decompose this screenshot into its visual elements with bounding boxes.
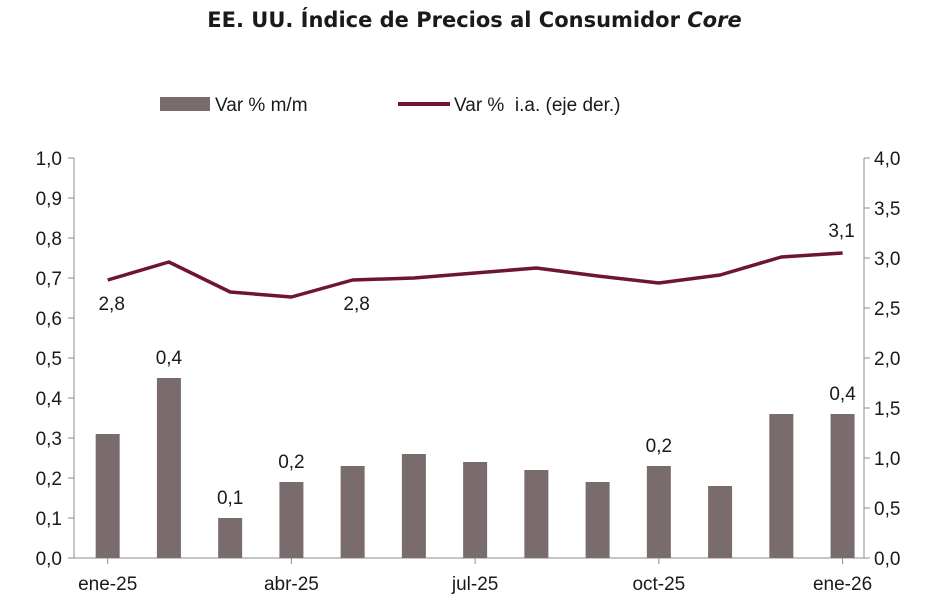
chart-title: EE. UU. Índice de Precios al Consumidor …	[0, 8, 949, 32]
x-tick-label: jul-25	[451, 574, 498, 595]
y-right-tick-label: 3,0	[874, 249, 900, 270]
y-left-tick-label: 0,1	[36, 509, 62, 530]
y-right-tick-label: 1,5	[874, 399, 900, 420]
y-right-tick-label: 1,0	[874, 449, 900, 470]
x-tick-label: abr-25	[264, 574, 319, 595]
y-left-tick-label: 0,6	[36, 309, 62, 330]
y-right-tick-label: 4,0	[874, 149, 900, 170]
bar	[279, 482, 304, 558]
x-tick-label: ene-26	[813, 574, 872, 595]
chart-title-text: EE. UU. Índice de Precios al Consumidor	[207, 8, 680, 32]
bar	[95, 434, 120, 558]
bar	[463, 462, 488, 558]
bar	[708, 486, 733, 558]
y-right-tick-label: 0,0	[874, 549, 900, 570]
bar	[769, 414, 794, 558]
bar	[401, 454, 426, 558]
legend-label-line: Var % i.a. (eje der.)	[454, 95, 621, 116]
bar-data-label: 0,2	[278, 452, 304, 473]
y-left-tick-label: 0,0	[36, 549, 62, 570]
bar-data-label: 0,4	[156, 348, 183, 369]
y-left-tick-label: 0,4	[36, 389, 63, 410]
x-tick-label: oct-25	[632, 574, 685, 595]
y-left-tick-label: 0,5	[36, 349, 62, 370]
y-left-tick-label: 0,8	[36, 229, 62, 250]
data-labels: 0,4 0,1 0,2 0,2 0,4 2,8 2,8 3,1	[98, 221, 856, 509]
bar	[646, 466, 671, 558]
line-data-label: 2,8	[98, 294, 124, 315]
legend-swatch-bar	[160, 97, 210, 111]
y-left-tick-label: 0,7	[36, 269, 62, 290]
line-data-label: 3,1	[828, 221, 854, 242]
bar-data-label: 0,2	[646, 436, 672, 457]
line-layer	[107, 251, 843, 299]
y-right-tick-label: 2,5	[874, 299, 900, 320]
y-right-tick-label: 2,0	[874, 349, 900, 370]
bar	[340, 466, 365, 558]
y-left-tick-label: 0,2	[36, 469, 62, 490]
bar	[585, 482, 610, 558]
line-data-label: 2,8	[343, 294, 369, 315]
bar	[524, 470, 549, 558]
legend: Var % m/m Var % i.a. (eje der.)	[160, 95, 621, 116]
y-left-tick-label: 0,9	[36, 189, 62, 210]
chart-title-italic: Core	[687, 8, 742, 32]
y-right-tick-label: 3,5	[874, 199, 900, 220]
bar	[156, 378, 181, 558]
bar	[218, 518, 243, 558]
line-series-yoy	[107, 251, 843, 299]
bar	[830, 414, 855, 558]
bar-data-label: 0,4	[829, 384, 856, 405]
axes: 0,0 0,1 0,2 0,3 0,4 0,5 0,6 0,7 0,8 0,9 1,0 0,0 0,5 1…	[36, 149, 901, 595]
legend-label-bar: Var % m/m	[215, 95, 308, 116]
bars	[95, 378, 855, 558]
x-tick-label: ene-25	[78, 574, 137, 595]
y-left-tick-label: 1,0	[36, 149, 62, 170]
y-left-tick-label: 0,3	[36, 429, 62, 450]
bar-data-label: 0,1	[217, 488, 243, 509]
y-right-tick-label: 0,5	[874, 499, 900, 520]
